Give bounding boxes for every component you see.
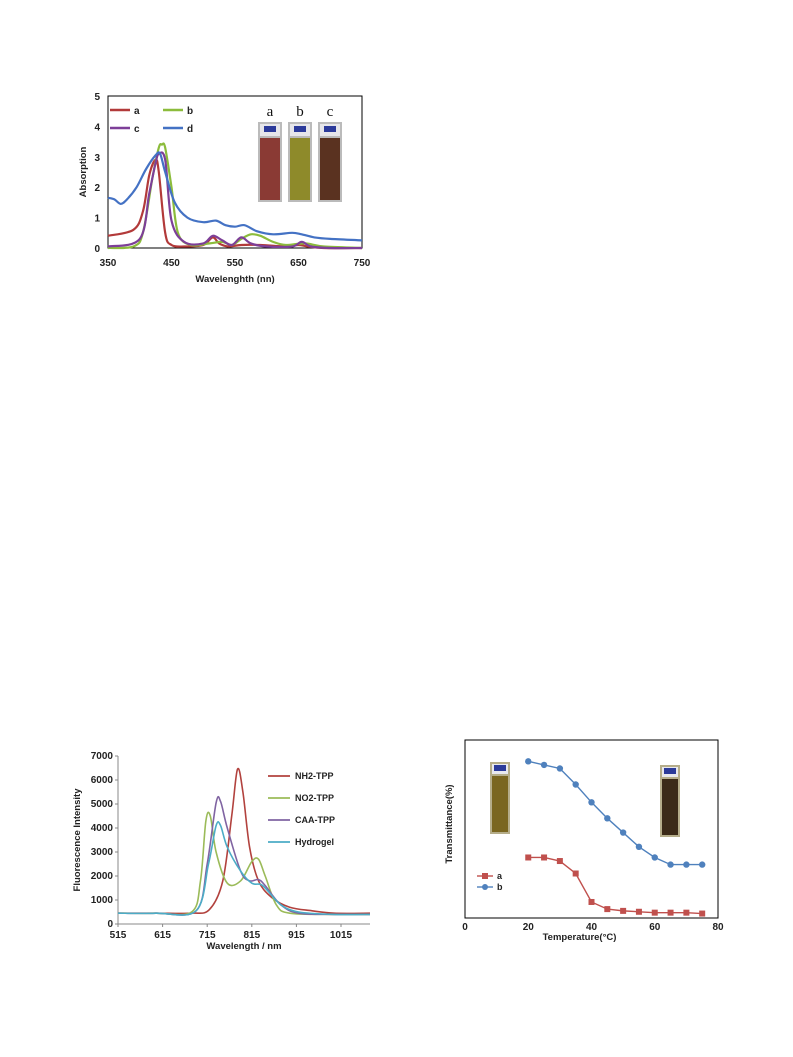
data-point-a [699,910,706,917]
x-tick-label: 715 [199,930,216,941]
data-point-a [651,909,658,916]
y-tick-label: 3 [94,153,100,164]
series-line-Hydrogel [117,821,371,916]
x-tick-label: 650 [290,258,307,269]
transmittance-chart: 0 20 40 60 80 Temperature(°C) Transmittance(%)… [440,735,740,955]
vial-liquid-a [260,138,280,200]
series-line-c [107,151,363,250]
y-tick-label: 3000 [91,847,114,858]
y-tick-label: 7000 [91,751,114,762]
data-point-a [683,909,690,916]
absorption-chart-svg: 0 1 2 3 4 5 350 450 550 650 750 Wavelenghth (nn) Abs… [78,92,371,285]
legend-label-NO2-TPP: NO2-TPP [295,793,334,803]
data-point-b [588,799,595,806]
legend-label-CAA-TPP: CAA-TPP [295,815,335,825]
y-axis-label: Absorption [78,146,89,197]
legend-label-c: c [134,124,140,135]
data-point-b [540,761,548,769]
vial-cap-label-c [324,126,336,132]
vial-liquid-1 [492,776,508,832]
x-tick-label: 915 [288,930,305,941]
data-point-b [683,861,690,868]
x-tick-label: 815 [243,930,260,941]
y-tick-label: 0 [94,244,100,255]
y-tick-label: 2 [94,183,100,194]
data-point-a [541,854,548,861]
data-point-b [635,843,643,850]
x-axis-label: Wavelenghth (nn) [195,274,274,285]
series-line-d [107,151,363,242]
legend-label-b: b [497,882,503,892]
data-point-a [525,854,532,861]
vial-liquid-b [290,138,310,200]
vial-cap-label-1 [494,765,506,771]
data-point-b [556,765,564,772]
data-point-b [572,781,579,788]
vial-liquid-2 [662,779,678,835]
y-tick-label: 4 [94,122,100,133]
data-point-a [604,906,611,913]
x-tick-label: 20 [523,922,535,933]
legend-label-b: b [187,106,193,117]
inset-label-b: b [296,104,304,120]
x-tick-label: 350 [100,258,117,269]
data-point-a [620,907,627,914]
series-line-NO2-TPP [117,811,371,916]
x-tick-label: 515 [110,930,127,941]
data-point-a [556,858,563,865]
y-axis-label: Transmittance(%) [444,784,455,863]
legend-label-d: d [187,124,193,135]
y-tick-label: 5 [94,92,100,103]
data-point-b [525,758,532,765]
transmittance-chart-svg: 0 20 40 60 80 Temperature(°C) Transmittance(%)… [444,739,724,943]
legend-label-NH2-TPP: NH2-TPP [295,771,334,781]
legend-label-Hydrogel: Hydrogel [295,837,334,847]
y-tick-label: 1000 [91,895,114,906]
data-point-b [651,854,658,861]
legend-label-a: a [497,871,503,881]
data-point-a [588,898,595,905]
y-tick-label: 1 [94,214,100,225]
x-axis-label: Temperature(°C) [543,932,617,943]
x-tick-label: 80 [712,922,724,933]
data-point-b [604,815,611,822]
y-tick-label: 6000 [91,775,114,786]
series-line-a [528,856,703,915]
vial-cap-label-b [294,126,306,132]
x-tick-label: 450 [163,258,180,269]
plot-frame [107,95,363,249]
vial-liquid-c [320,138,340,200]
y-tick-label: 2000 [91,871,114,882]
x-tick-label: 1015 [330,930,353,941]
data-point-a [667,909,674,916]
data-point-b [698,861,706,868]
vial-cap-label-2 [664,768,676,774]
series-line-NH2-TPP [117,767,371,915]
y-axis-label: Fluorescence Intensity [72,788,83,892]
legend-label-a: a [134,106,140,117]
absorption-chart: 0 1 2 3 4 5 350 450 550 650 750 Wavelenghth (nn) Abs… [72,88,372,293]
x-tick-label: 60 [649,922,661,933]
legend-marker-a [482,873,488,879]
x-tick-label: 550 [227,258,244,269]
x-axis-label: Wavelength / nm [206,941,281,952]
fluorescence-chart: 0 1000 2000 3000 4000 5000 6000 7000 515 615 715 81… [72,748,382,963]
y-tick-label: 0 [107,919,113,930]
data-point-a [635,908,642,915]
inset-label-c: c [327,104,334,120]
x-tick-label: 615 [154,930,171,941]
data-point-b [619,829,627,836]
fluorescence-chart-svg: 0 1000 2000 3000 4000 5000 6000 7000 515 615 715 81… [72,751,371,952]
data-point-a [572,870,579,877]
y-tick-label: 5000 [91,799,114,810]
x-tick-label: 0 [462,922,468,933]
inset-label-a: a [267,104,274,120]
x-tick-label: 750 [354,258,371,269]
vial-cap-label-a [264,126,276,132]
plot-frame [464,739,719,919]
legend-marker-b [482,884,488,890]
x-tick-label: 40 [586,922,598,933]
data-point-b [667,861,674,868]
y-tick-label: 4000 [91,823,114,834]
